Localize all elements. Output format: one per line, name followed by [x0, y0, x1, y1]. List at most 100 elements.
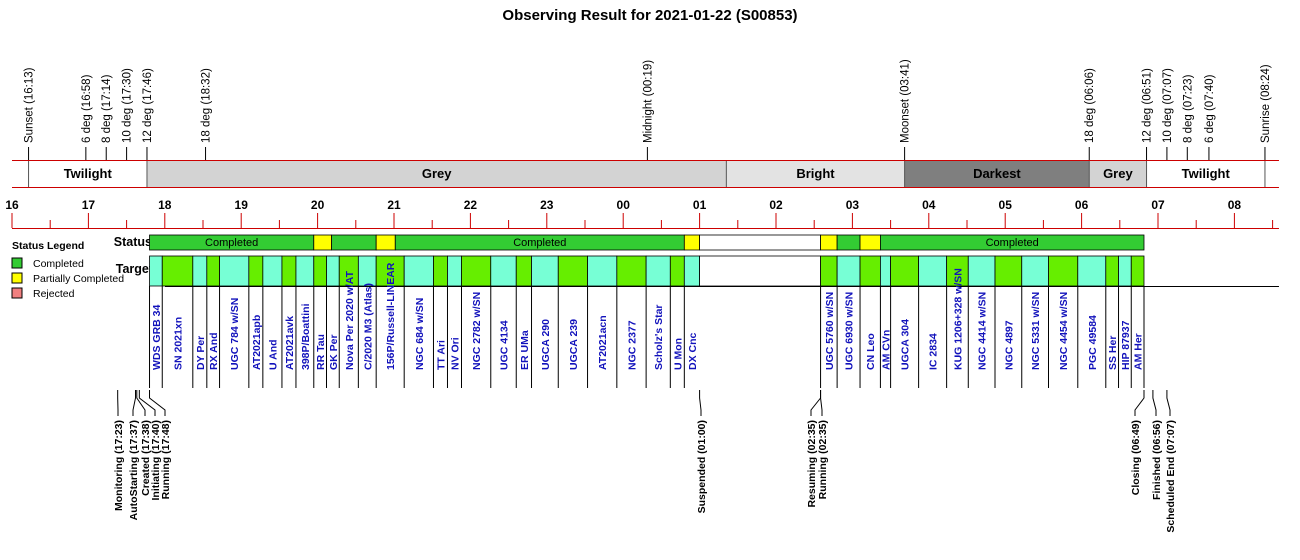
event-label: Moonset (03:41)	[900, 59, 912, 143]
targets-row-label: Targets	[116, 262, 160, 276]
target-label: WDS GRB 34	[151, 304, 163, 370]
band-segment	[146, 161, 727, 187]
run-event-label: Resuming (02:35)	[806, 420, 818, 508]
legend-swatch	[11, 272, 23, 284]
hour-tick-label: 05	[999, 198, 1013, 212]
target-block	[616, 255, 647, 287]
status-segment	[836, 234, 861, 251]
target-label: HIP 87937	[1120, 320, 1132, 370]
status-row-label: Status	[114, 235, 152, 249]
target-block	[490, 255, 517, 287]
status-segment-label: Completed	[205, 237, 258, 249]
hour-tick-label: 04	[922, 198, 936, 212]
target-label: NGC 4414 w/SN	[977, 292, 989, 370]
band-label: Twilight	[64, 166, 113, 181]
target-block	[262, 255, 283, 287]
target-block	[1077, 255, 1107, 287]
target-label: AT2021avk	[284, 316, 296, 370]
run-event-label: Monitoring (17:23)	[113, 420, 125, 511]
target-block	[557, 255, 588, 287]
target-label: AM Her	[1133, 333, 1145, 370]
band-label: Bright	[796, 166, 835, 181]
run-event-leader	[132, 390, 137, 416]
band-segment	[904, 161, 1090, 187]
target-label: 156P/Russell-LINEAR	[385, 262, 397, 370]
hour-tick-label: 18	[158, 198, 172, 212]
target-label: RX And	[208, 332, 220, 370]
run-event-label: Scheduled End (07:07)	[1165, 420, 1177, 533]
event-label: 10 deg (07:07)	[1162, 68, 1174, 143]
target-block	[281, 255, 297, 287]
event-label: 18 deg (06:06)	[1084, 68, 1096, 143]
target-label: GK Per	[328, 334, 340, 370]
event-label: 12 deg (06:51)	[1142, 68, 1154, 143]
run-event-label: Suspended (01:00)	[696, 420, 708, 513]
run-event-leader	[1152, 390, 1157, 416]
target-label: UGCA 239	[568, 319, 580, 370]
target-label: SS Her	[1107, 336, 1119, 370]
target-block	[918, 255, 948, 287]
band-label: Darkest	[973, 166, 1021, 181]
target-block	[820, 255, 838, 287]
event-label: Sunrise (08:24)	[1260, 64, 1272, 143]
target-block	[515, 255, 532, 287]
hour-tick-label: 23	[540, 198, 554, 212]
status-segment	[880, 234, 1145, 251]
status-segment	[313, 234, 333, 251]
status-segment	[683, 234, 701, 251]
event-markers: Sunset (16:13) 6 deg (16:58) 8 deg (17:14)…	[24, 59, 1272, 160]
target-block	[683, 255, 701, 287]
target-block	[192, 255, 208, 287]
legend-swatch	[11, 257, 23, 269]
hour-tick-label: 03	[846, 198, 860, 212]
status-row: Completed Completed Completed	[149, 234, 1145, 251]
event-label: 12 deg (17:46)	[142, 68, 154, 143]
hour-tick-label: 07	[1151, 198, 1165, 212]
target-label: KUG 1206+328 w/SN	[952, 268, 964, 370]
event-label: 6 deg (16:58)	[81, 74, 93, 143]
target-label: SN 2021xn	[173, 317, 185, 370]
target-label: NGC 684 w/SN	[414, 298, 426, 370]
target-label: UGC 784 w/SN	[229, 298, 241, 370]
target-label: Nova Per 2020 w/AT	[344, 270, 356, 370]
target-label: AT2021acn	[597, 315, 609, 370]
legend-label: Completed	[33, 258, 84, 270]
target-block	[890, 255, 920, 287]
band-label: Twilight	[1182, 166, 1231, 181]
target-label: ER UMa	[519, 330, 531, 370]
target-label: UGCA 290	[540, 319, 552, 370]
status-segment	[331, 234, 377, 251]
target-block	[375, 255, 405, 287]
band-segment	[1146, 161, 1265, 187]
hour-tick-label: 00	[617, 198, 631, 212]
chart-title: Observing Result for 2021-01-22 (S00853)	[502, 7, 797, 24]
run-event-leader	[810, 390, 822, 416]
hour-tick-label: 02	[769, 198, 783, 212]
band-segment	[12, 161, 29, 187]
target-block	[447, 255, 462, 287]
band-label: Grey	[1103, 166, 1133, 181]
run-event-leader	[1166, 390, 1171, 416]
event-label: 10 deg (17:30)	[122, 68, 134, 143]
event-label: 8 deg (07:23)	[1182, 74, 1194, 143]
run-event-leader	[699, 390, 702, 416]
band-segment	[28, 161, 147, 187]
hour-tick-label: 08	[1228, 198, 1242, 212]
hour-tick-label: 21	[387, 198, 401, 212]
band-segment	[726, 161, 905, 187]
run-event-leader	[1134, 390, 1145, 416]
target-block	[531, 255, 559, 287]
hour-tick-label: 17	[82, 198, 96, 212]
target-label: UGC 5760 w/SN	[824, 292, 836, 370]
target-label: NGC 2782 w/SN	[471, 292, 483, 370]
target-label: NGC 2377	[626, 320, 638, 370]
band-segment	[1264, 161, 1279, 187]
target-block	[295, 255, 315, 287]
target-label: RR Tau	[315, 334, 327, 370]
target-label: AM CVn	[881, 330, 893, 370]
run-event-leader	[149, 390, 166, 416]
run-event-leader	[820, 390, 823, 416]
target-label: NGC 4454 w/SN	[1058, 292, 1070, 370]
target-block	[433, 255, 448, 287]
